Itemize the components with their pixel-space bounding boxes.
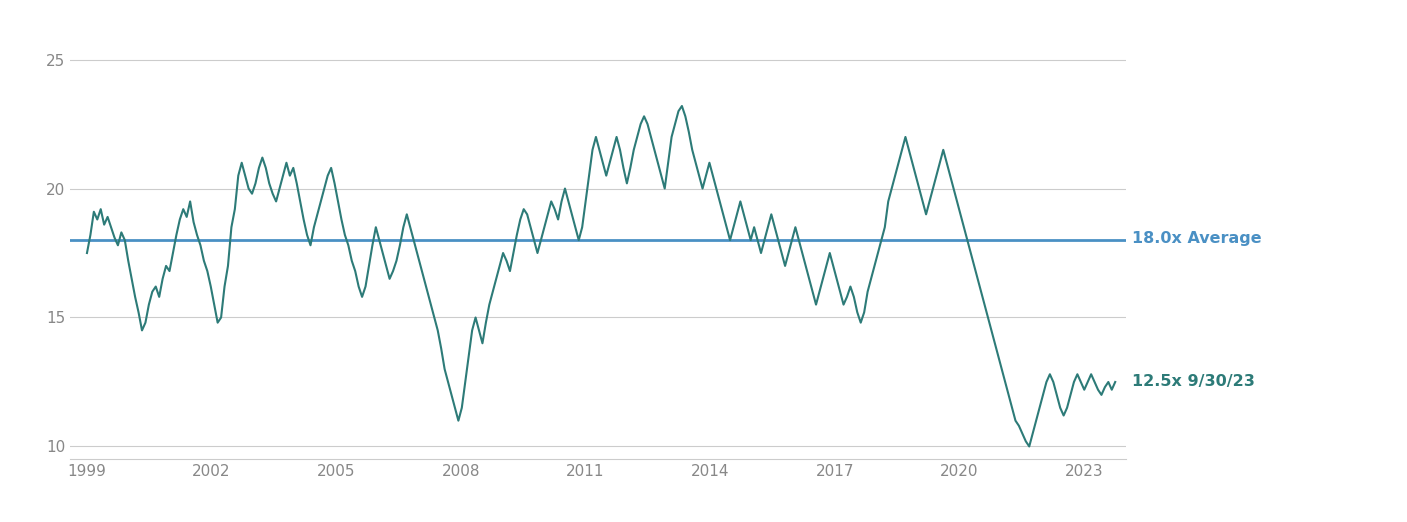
Text: 18.0x Average: 18.0x Average	[1131, 231, 1262, 246]
Text: 12.5x 9/30/23: 12.5x 9/30/23	[1131, 374, 1255, 389]
